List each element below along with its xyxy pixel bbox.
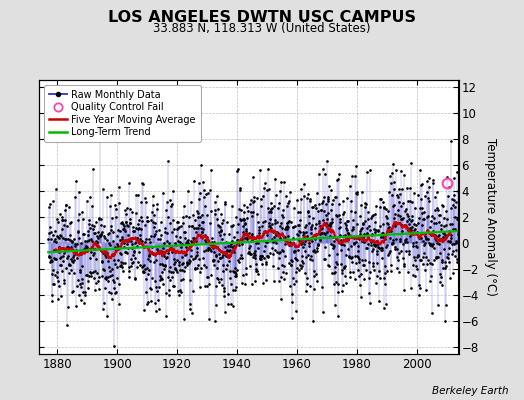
- Text: Berkeley Earth: Berkeley Earth: [432, 386, 508, 396]
- Text: 33.883 N, 118.313 W (United States): 33.883 N, 118.313 W (United States): [153, 22, 371, 35]
- Text: LOS ANGELES DWTN USC CAMPUS: LOS ANGELES DWTN USC CAMPUS: [108, 10, 416, 25]
- Legend: Raw Monthly Data, Quality Control Fail, Five Year Moving Average, Long-Term Tren: Raw Monthly Data, Quality Control Fail, …: [44, 85, 201, 142]
- Y-axis label: Temperature Anomaly (°C): Temperature Anomaly (°C): [484, 138, 497, 296]
